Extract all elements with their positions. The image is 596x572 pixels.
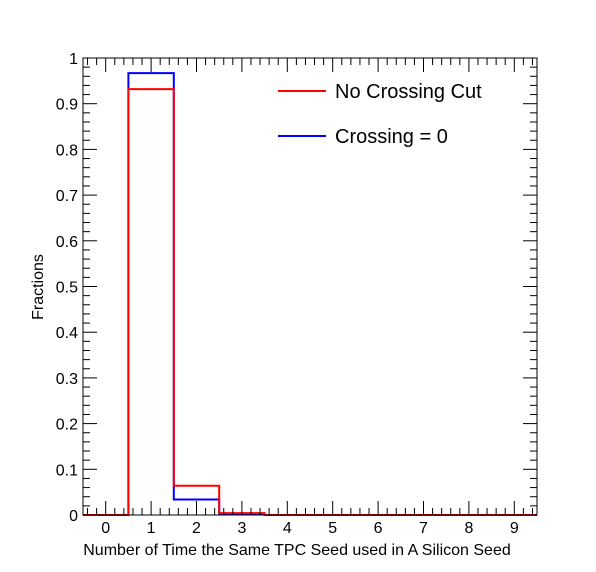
y-tick-label: 0.4 bbox=[56, 325, 78, 342]
y-tick-label: 0.8 bbox=[56, 142, 78, 159]
y-tick-label: 0 bbox=[69, 508, 78, 525]
x-tick-label: 6 bbox=[374, 520, 383, 537]
legend-label-crossing-0: Crossing = 0 bbox=[335, 126, 448, 148]
x-tick-label: 8 bbox=[464, 520, 473, 537]
x-tick-label: 4 bbox=[283, 520, 292, 537]
y-tick-label: 1 bbox=[69, 51, 78, 68]
y-tick-label: 0.1 bbox=[56, 462, 78, 479]
y-tick-label: 0.5 bbox=[56, 280, 78, 297]
x-tick-label: 3 bbox=[237, 520, 246, 537]
x-axis-title: Number of Time the Same TPC Seed used in… bbox=[83, 542, 511, 559]
x-tick-label: 7 bbox=[419, 520, 428, 537]
legend: No Crossing Cut Crossing = 0 bbox=[278, 81, 482, 148]
y-tick-label: 0.7 bbox=[56, 188, 78, 205]
x-tick-label: 0 bbox=[101, 520, 110, 537]
x-tick-label: 1 bbox=[147, 520, 156, 537]
x-tick-label: 5 bbox=[328, 520, 337, 537]
x-axis-ticks: 0 1 2 3 4 5 6 7 8 9 bbox=[87, 58, 533, 537]
legend-label-no-crossing-cut: No Crossing Cut bbox=[335, 81, 482, 103]
x-tick-label: 9 bbox=[510, 520, 519, 537]
y-axis-title: Fractions bbox=[30, 254, 47, 320]
y-axis-ticks: 0 0.1 0.2 0.3 0.4 0.5 0.6 0.7 0.8 0.9 1 bbox=[56, 51, 537, 525]
x-tick-label: 2 bbox=[192, 520, 201, 537]
y-tick-label: 0.6 bbox=[56, 234, 78, 251]
y-tick-label: 0.3 bbox=[56, 371, 78, 388]
y-tick-label: 0.9 bbox=[56, 97, 78, 114]
y-tick-label: 0.2 bbox=[56, 417, 78, 434]
